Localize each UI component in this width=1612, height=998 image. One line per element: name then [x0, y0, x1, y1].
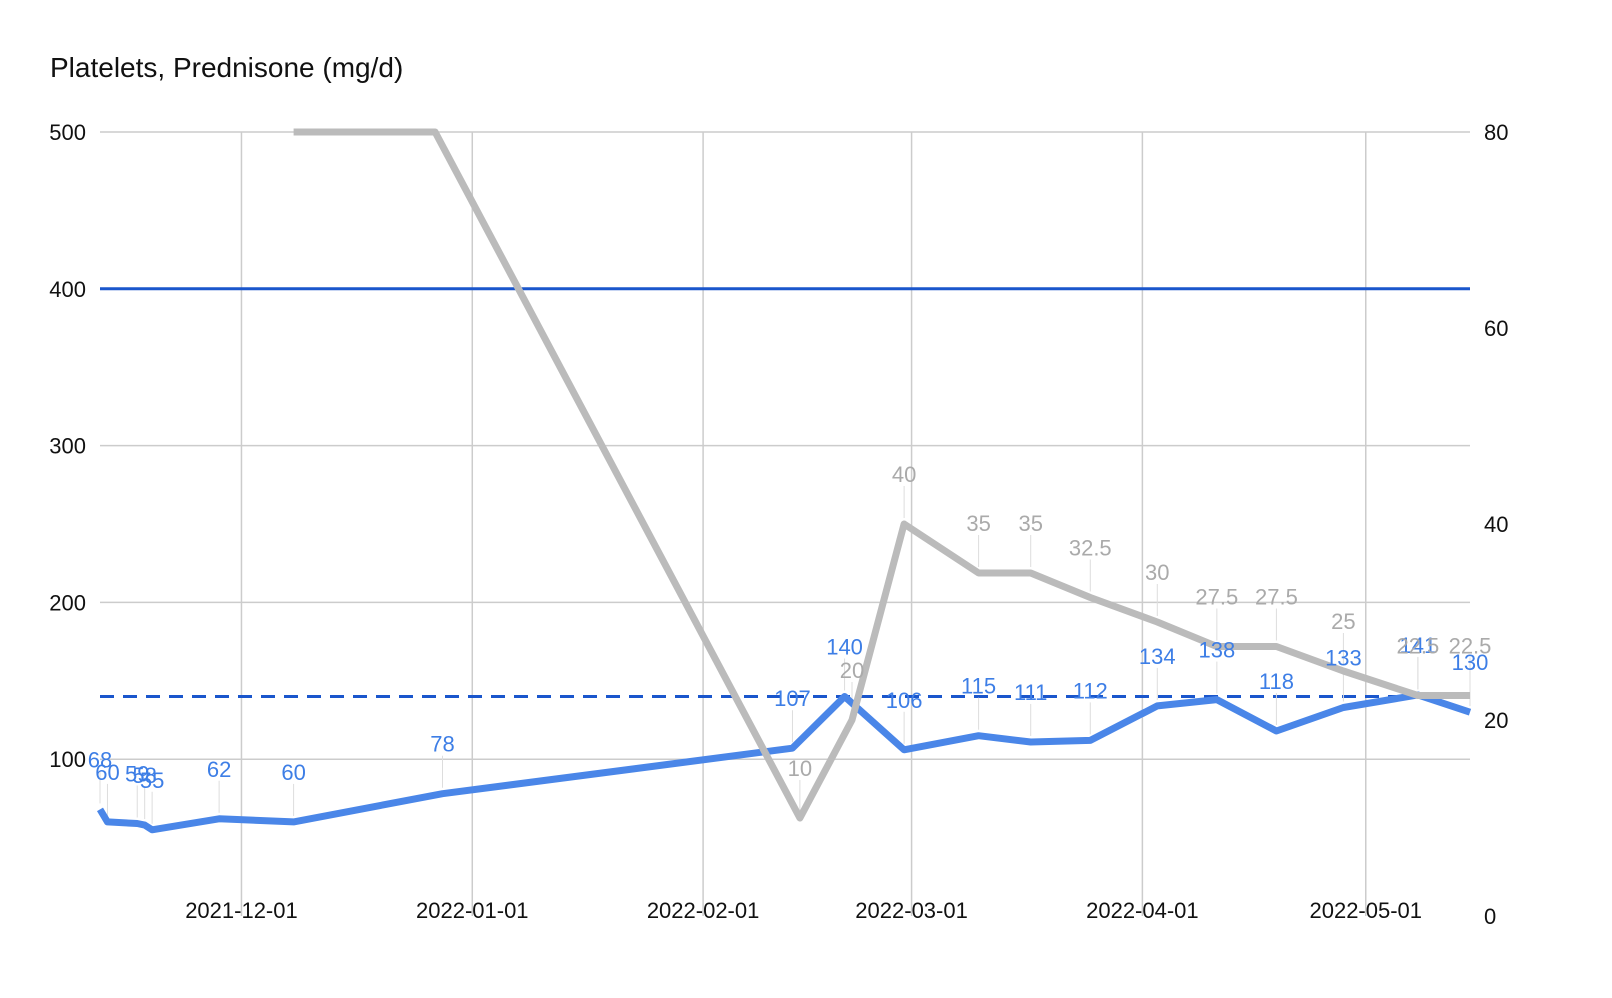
platelets-data-label: 115: [961, 674, 996, 699]
prednisone-data-label: 35: [1018, 511, 1042, 536]
prednisone-data-label: 40: [892, 462, 916, 487]
right-axis-tick-label: 40: [1484, 512, 1508, 537]
right-axis-tick-label: 20: [1484, 708, 1508, 733]
prednisone-data-label: 27.5: [1255, 585, 1298, 610]
platelets-data-label: 60: [95, 760, 119, 785]
grid-layer: [100, 131, 1470, 916]
prednisone-data-label: 22.5: [1396, 634, 1439, 659]
platelets-data-label: 130: [1452, 650, 1489, 675]
platelets-data-label: 140: [826, 634, 863, 659]
left-axis-tick-label: 400: [49, 277, 86, 302]
platelets-data-label: 68: [88, 747, 112, 772]
platelets-data-label: 62: [207, 757, 231, 782]
platelets-data-label: 59: [125, 761, 149, 786]
label-leader-layer: [99, 486, 1471, 824]
prednisone-data-label: 20: [840, 658, 864, 683]
left-axis-tick-label: 300: [49, 434, 86, 459]
platelets-data-label: 134: [1139, 644, 1176, 669]
prednisone-data-label: 25: [1331, 609, 1355, 634]
left-axis-tick-label: 100: [49, 747, 86, 772]
prednisone-data-label: 32.5: [1069, 536, 1112, 561]
right-axis-tick-label: 0: [1484, 904, 1496, 929]
platelets-series-line: [96, 691, 1472, 834]
right-axis-tick-label: 60: [1484, 316, 1508, 341]
reference-lines-layer: [100, 287, 1470, 698]
prednisone-series-line: [293, 128, 1470, 822]
prednisone-data-label: 35: [966, 511, 990, 536]
prednisone-data-label: 10: [788, 756, 812, 781]
x-axis-tick-label: 2022-01-01: [416, 898, 529, 923]
platelets-data-label: 111: [1014, 680, 1047, 705]
prednisone-data-label: 22.5: [1449, 634, 1492, 659]
platelets-data-label: 58: [132, 763, 156, 788]
platelets-data-label: 55: [140, 768, 164, 793]
platelets-data-label: 60: [281, 760, 305, 785]
platelets-data-label: 112: [1073, 678, 1108, 703]
chart-title: Platelets, Prednisone (mg/d): [50, 52, 404, 83]
platelets-data-label: 141: [1400, 633, 1437, 658]
x-axis-tick-label: 2022-04-01: [1086, 898, 1199, 923]
prednisone-data-label: 27.5: [1195, 585, 1238, 610]
x-axis-tick-label: 2022-03-01: [855, 898, 968, 923]
x-axis-tick-label: 2022-05-01: [1309, 898, 1422, 923]
x-axis-tick-label: 2022-02-01: [647, 898, 760, 923]
tick-labels-layer: 100 200 300 400 500 0 20 40 60 80 2021-12-01 2022-0…: [49, 120, 1508, 929]
platelets-data-label: 138: [1198, 638, 1235, 663]
platelets-data-label: 78: [430, 732, 454, 757]
left-axis-tick-label: 200: [49, 590, 86, 615]
series-layer: [96, 128, 1472, 834]
prednisone-data-label: 30: [1145, 560, 1169, 585]
right-axis-tick-label: 80: [1484, 120, 1508, 145]
platelets-data-label: 107: [774, 686, 811, 711]
left-axis-tick-label: 500: [49, 120, 86, 145]
platelets-data-label: 118: [1259, 669, 1294, 694]
platelets-data-label: 133: [1325, 645, 1362, 670]
platelets-data-label: 106: [886, 688, 923, 713]
x-axis-tick-label: 2021-12-01: [185, 898, 298, 923]
